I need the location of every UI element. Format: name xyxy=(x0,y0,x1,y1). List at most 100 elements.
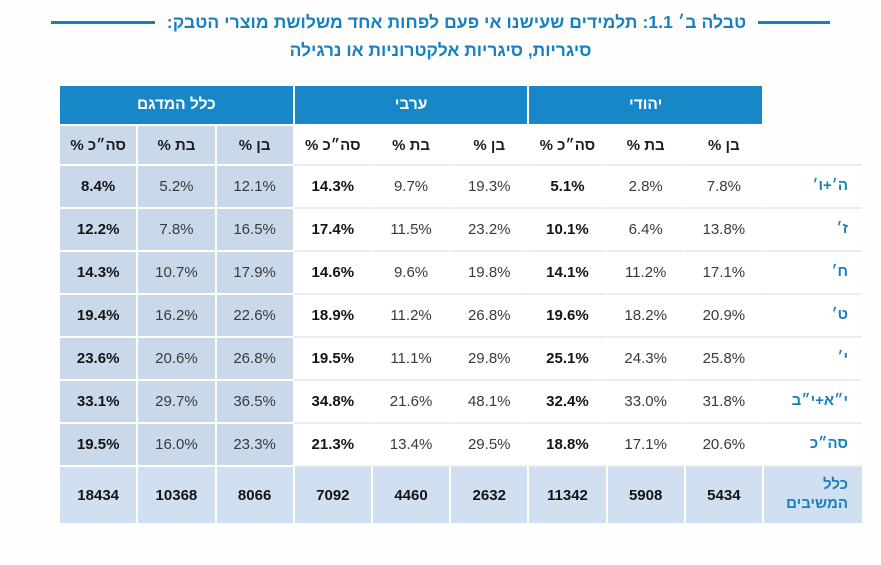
table-body: ה׳+ו׳ 7.8% 2.8% 5.1% 19.3% 9.7% 14.3% 12.1% 5.2%… xyxy=(58,166,862,523)
cell-yehudi-ben: 5434 xyxy=(683,467,762,523)
cell-aravi-bat: 9.6% xyxy=(370,252,450,295)
cell-aravi-ben: 29.8% xyxy=(449,338,528,381)
cell-yehudi-total: 11342 xyxy=(527,467,606,523)
table-row: ז׳ 13.8% 6.4% 10.1% 23.2% 11.5% 17.4% 16.5% 7.8%… xyxy=(58,209,862,252)
corner-cell xyxy=(761,86,862,126)
group-header-yehudi: יהודי xyxy=(527,86,762,126)
row-label: ה׳+ו׳ xyxy=(761,166,862,209)
cell-yehudi-total: 18.8% xyxy=(527,424,606,467)
cell-klal-ben: 36.5% xyxy=(214,381,293,424)
row-label: י׳ xyxy=(761,338,862,381)
cell-aravi-bat: 21.6% xyxy=(370,381,450,424)
cell-klal-bat: 29.7% xyxy=(136,381,215,424)
data-table-wrapper: יהודי ערבי כלל המדגם בן % בת % סה״כ % בן… xyxy=(58,86,862,523)
subheader-aravi-ben: בן % xyxy=(449,126,528,166)
cell-klal-ben: 16.5% xyxy=(214,209,293,252)
cell-aravi-bat: 11.1% xyxy=(370,338,450,381)
cell-aravi-total: 14.6% xyxy=(292,252,371,295)
cell-yehudi-total: 14.1% xyxy=(527,252,606,295)
cell-yehudi-bat: 2.8% xyxy=(605,166,684,209)
table-row: י׳ 25.8% 24.3% 25.1% 29.8% 11.1% 19.5% 26.8% 20.… xyxy=(58,338,862,381)
cell-yehudi-ben: 13.8% xyxy=(683,209,762,252)
cell-klal-total: 19.5% xyxy=(58,424,137,467)
title-row: טבלה ב׳ 1.1: תלמידים שעישנו אי פעם לפחות… xyxy=(0,12,881,33)
cell-yehudi-ben: 20.9% xyxy=(683,295,762,338)
cell-yehudi-bat: 18.2% xyxy=(605,295,684,338)
cell-klal-ben: 8066 xyxy=(214,467,293,523)
cell-klal-total: 33.1% xyxy=(58,381,137,424)
table-row: ט׳ 20.9% 18.2% 19.6% 26.8% 11.2% 18.9% 22.6% 16.… xyxy=(58,295,862,338)
table-header: יהודי ערבי כלל המדגם בן % בת % סה״כ % בן… xyxy=(58,86,862,166)
cell-yehudi-ben: 20.6% xyxy=(683,424,762,467)
cell-aravi-ben: 23.2% xyxy=(449,209,528,252)
cell-klal-total: 19.4% xyxy=(58,295,137,338)
cell-yehudi-total: 10.1% xyxy=(527,209,606,252)
cell-klal-bat: 7.8% xyxy=(136,209,215,252)
cell-aravi-bat: 13.4% xyxy=(370,424,450,467)
cell-klal-bat: 16.0% xyxy=(136,424,215,467)
cell-klal-bat: 10368 xyxy=(136,467,215,523)
cell-yehudi-bat: 5908 xyxy=(605,467,684,523)
cell-aravi-bat: 11.5% xyxy=(370,209,450,252)
page-subtitle: סיגריות, סיגריות אלקטרוניות או נרגילה xyxy=(289,40,592,60)
cell-klal-bat: 20.6% xyxy=(136,338,215,381)
cell-yehudi-total: 32.4% xyxy=(527,381,606,424)
cell-aravi-total: 14.3% xyxy=(292,166,371,209)
row-label: ט׳ xyxy=(761,295,862,338)
row-label: כלל המשיבים xyxy=(761,467,862,523)
cell-yehudi-ben: 25.8% xyxy=(683,338,762,381)
cell-aravi-ben: 2632 xyxy=(449,467,528,523)
cell-yehudi-bat: 17.1% xyxy=(605,424,684,467)
subheader-aravi-bat: בת % xyxy=(370,126,450,166)
page-title: טבלה ב׳ 1.1: תלמידים שעישנו אי פעם לפחות… xyxy=(166,12,747,32)
cell-aravi-bat: 4460 xyxy=(370,467,450,523)
cell-aravi-ben: 48.1% xyxy=(449,381,528,424)
cell-yehudi-total: 5.1% xyxy=(527,166,606,209)
cell-klal-total: 12.2% xyxy=(58,209,137,252)
table-row: ה׳+ו׳ 7.8% 2.8% 5.1% 19.3% 9.7% 14.3% 12.1% 5.2%… xyxy=(58,166,862,209)
table-row: ח׳ 17.1% 11.2% 14.1% 19.8% 9.6% 14.6% 17.9% 10.7… xyxy=(58,252,862,295)
cell-klal-ben: 23.3% xyxy=(214,424,293,467)
cell-aravi-bat: 9.7% xyxy=(370,166,450,209)
row-label: סה״כ xyxy=(761,424,862,467)
title-rule-left xyxy=(50,21,155,24)
subheader-klal-total: סה״כ % xyxy=(58,126,137,166)
cell-aravi-total: 18.9% xyxy=(292,295,371,338)
subheader-aravi-total: סה״כ % xyxy=(292,126,371,166)
group-header-aravi: ערבי xyxy=(292,86,528,126)
cell-yehudi-bat: 6.4% xyxy=(605,209,684,252)
cell-klal-total: 23.6% xyxy=(58,338,137,381)
cell-aravi-ben: 19.8% xyxy=(449,252,528,295)
cell-aravi-total: 19.5% xyxy=(292,338,371,381)
title-rule-right xyxy=(758,21,831,24)
cell-klal-ben: 26.8% xyxy=(214,338,293,381)
table-title-block: טבלה ב׳ 1.1: תלמידים שעישנו אי פעם לפחות… xyxy=(0,0,881,61)
cell-aravi-ben: 19.3% xyxy=(449,166,528,209)
subheader-klal-ben: בן % xyxy=(214,126,293,166)
cell-yehudi-bat: 33.0% xyxy=(605,381,684,424)
cell-aravi-ben: 29.5% xyxy=(449,424,528,467)
row-label: ז׳ xyxy=(761,209,862,252)
row-label: י״א+י״ב xyxy=(761,381,862,424)
cell-klal-bat: 10.7% xyxy=(136,252,215,295)
table-row: י״א+י״ב 31.8% 33.0% 32.4% 48.1% 21.6% 34.8% 36.… xyxy=(58,381,862,424)
row-label: ח׳ xyxy=(761,252,862,295)
cell-klal-total: 18434 xyxy=(58,467,137,523)
cell-yehudi-ben: 7.8% xyxy=(683,166,762,209)
cell-klal-ben: 17.9% xyxy=(214,252,293,295)
smoking-statistics-table: יהודי ערבי כלל המדגם בן % בת % סה״כ % בן… xyxy=(58,86,862,523)
subheader-yehudi-bat: בת % xyxy=(605,126,684,166)
cell-klal-ben: 22.6% xyxy=(214,295,293,338)
table-row: כלל המשיבים 5434 5908 11342 2632 4460 7092 8066… xyxy=(58,467,862,523)
cell-yehudi-total: 25.1% xyxy=(527,338,606,381)
cell-yehudi-bat: 11.2% xyxy=(605,252,684,295)
cell-aravi-total: 7092 xyxy=(292,467,371,523)
group-header-klal: כלל המדגם xyxy=(58,86,293,126)
cell-yehudi-ben: 17.1% xyxy=(683,252,762,295)
cell-aravi-total: 17.4% xyxy=(292,209,371,252)
corner-cell xyxy=(761,126,862,166)
group-header-row: יהודי ערבי כלל המדגם xyxy=(58,86,862,126)
cell-aravi-ben: 26.8% xyxy=(449,295,528,338)
cell-klal-total: 8.4% xyxy=(58,166,137,209)
subheader-row: בן % בת % סה״כ % בן % בת % סה״כ % בן % ב… xyxy=(58,126,862,166)
